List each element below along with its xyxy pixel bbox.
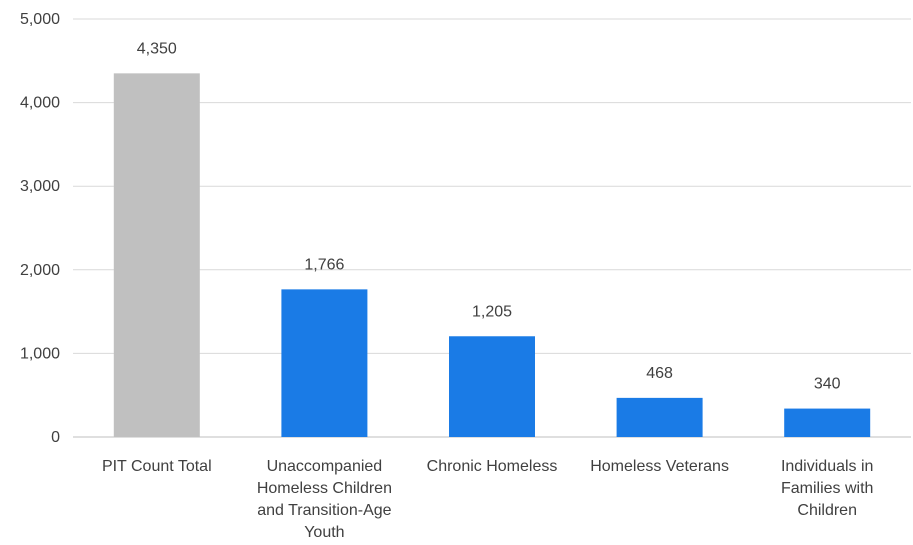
x-category-label: Families with: [781, 480, 873, 497]
y-axis-tick-labels: 0 1,000 2,000 3,000 4,000 5,000: [20, 11, 60, 446]
bars: [113, 73, 871, 437]
bar: [449, 336, 535, 437]
x-category-label: Homeless Children: [257, 480, 392, 497]
y-tick-label: 5,000: [20, 11, 60, 28]
x-category-label: Children: [797, 502, 857, 519]
x-category-label: Homeless Veterans: [590, 458, 729, 475]
gridlines: [73, 18, 911, 438]
bar: [113, 73, 200, 437]
x-category-label: and Transition-Age: [257, 502, 391, 519]
x-category-label: Unaccompanied: [267, 458, 383, 475]
x-category-label: Individuals in: [781, 458, 874, 475]
data-label: 4,350: [137, 40, 177, 57]
y-tick-label: 3,000: [20, 178, 60, 195]
x-axis-category-labels: PIT Count Total Unaccompanied Homeless Chi…: [102, 458, 874, 541]
y-tick-label: 0: [51, 429, 60, 446]
bar: [616, 397, 703, 437]
y-tick-label: 2,000: [20, 262, 60, 279]
x-category-label: PIT Count Total: [102, 458, 212, 475]
bar: [281, 289, 368, 437]
data-labels: 4,350 1,766 1,205 468 340: [137, 40, 841, 392]
data-label: 1,205: [472, 303, 512, 320]
x-category-label: Youth: [304, 524, 344, 541]
data-label: 468: [646, 365, 673, 382]
data-label: 1,766: [304, 256, 344, 273]
bar: [784, 408, 871, 437]
data-label: 340: [814, 376, 841, 393]
x-category-label: Chronic Homeless: [427, 458, 558, 475]
y-tick-label: 4,000: [20, 95, 60, 112]
y-tick-label: 1,000: [20, 345, 60, 362]
